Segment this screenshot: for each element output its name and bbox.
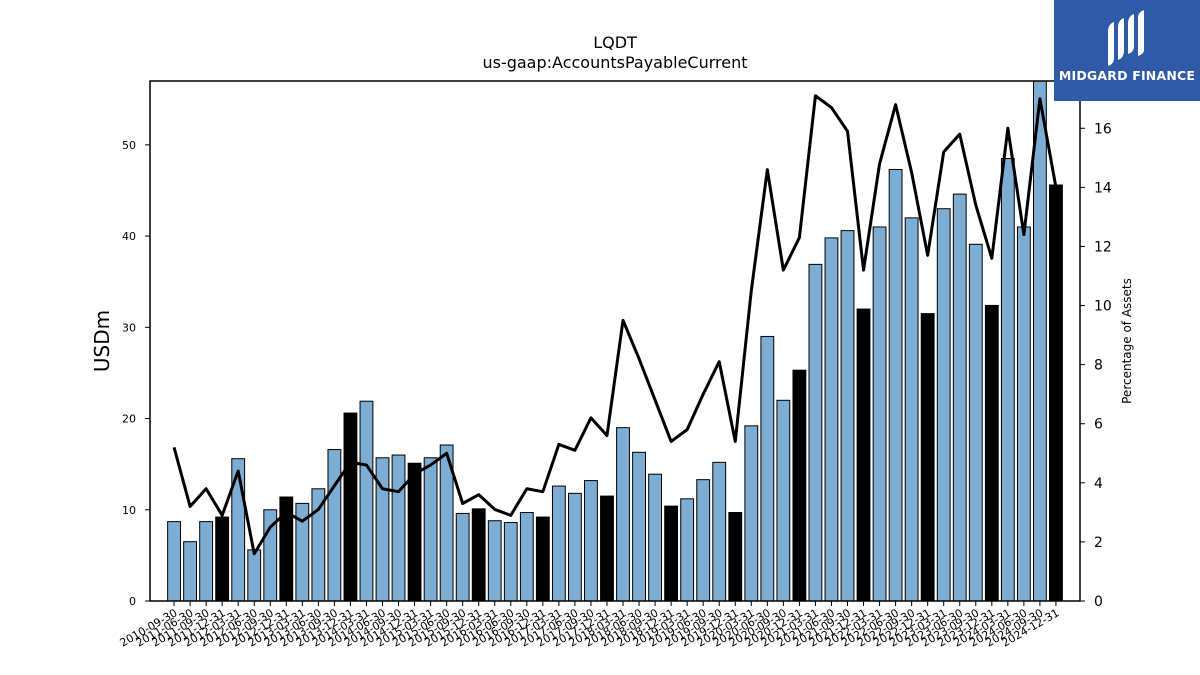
- y2-tick-label: 8: [1094, 358, 1103, 374]
- bar: [888, 168, 903, 602]
- bar: [568, 492, 582, 602]
- bar: [952, 193, 967, 602]
- bar: [519, 512, 534, 602]
- bar: [920, 313, 935, 602]
- bar: [1033, 80, 1047, 602]
- bar: [984, 304, 999, 602]
- y-tick-label: 20: [122, 413, 136, 426]
- bar: [648, 473, 662, 602]
- plot-frame: [149, 80, 1081, 602]
- bar: [872, 226, 887, 602]
- bar: [856, 308, 871, 602]
- bar: [311, 488, 326, 602]
- y2-tick-label: 12: [1094, 239, 1112, 255]
- bar: [359, 400, 374, 602]
- bar: [247, 549, 262, 602]
- bar: [680, 498, 695, 602]
- bar: [1000, 158, 1015, 602]
- chart-title: LQDT: [593, 33, 637, 52]
- bar: [1016, 226, 1031, 602]
- y-tick-label: 50: [122, 139, 136, 152]
- percentage-line: [172, 94, 1058, 556]
- bar: [840, 230, 855, 602]
- y-tick-label: 30: [122, 321, 136, 334]
- bar: [600, 495, 614, 602]
- bar: [808, 263, 823, 602]
- bar: [343, 412, 358, 602]
- bar: [183, 541, 197, 602]
- bar: [696, 479, 711, 602]
- bar: [936, 208, 951, 602]
- bar: [535, 516, 550, 602]
- bar: [632, 451, 646, 602]
- midgard-logo-icon: [1108, 10, 1144, 66]
- bar: [423, 457, 438, 602]
- bars-layer: [167, 80, 1063, 602]
- bar: [776, 399, 791, 602]
- bar: [327, 449, 342, 602]
- y2-tick-label: 16: [1094, 121, 1112, 137]
- y-tick-label: 40: [122, 230, 136, 243]
- y-tick-label: 10: [122, 504, 136, 517]
- bar: [551, 485, 566, 602]
- brand-logo-text: MIDGARD FINANCE: [1058, 68, 1196, 83]
- bar: [760, 335, 775, 602]
- bar: [968, 243, 983, 602]
- bar: [503, 522, 518, 602]
- y2-tick-label: 0: [1094, 594, 1103, 610]
- bar: [824, 237, 839, 602]
- y2-tick-label: 14: [1094, 180, 1112, 196]
- y2-tick-label: 6: [1094, 417, 1103, 433]
- bar: [407, 462, 422, 602]
- bar: [728, 512, 743, 602]
- bar: [904, 217, 919, 602]
- bar: [471, 508, 486, 602]
- bar: [616, 427, 630, 602]
- y2-tick-label: 10: [1094, 299, 1112, 315]
- bar: [744, 425, 759, 602]
- bar: [391, 454, 406, 602]
- chart-subtitle: us-gaap:AccountsPayableCurrent: [482, 53, 747, 72]
- bar: [792, 369, 807, 602]
- bar: [1049, 184, 1063, 602]
- brand-logo: MIDGARD FINANCE: [1054, 0, 1200, 101]
- bar: [664, 505, 679, 602]
- axes-layer: 0102030405002468101214162010-09-302011-0…: [118, 80, 1112, 650]
- y2-tick-label: 2: [1094, 535, 1103, 551]
- bar: [215, 516, 230, 602]
- bar: [584, 480, 598, 602]
- bar: [199, 521, 214, 602]
- bar: [455, 512, 470, 602]
- bar: [375, 457, 390, 602]
- y-tick-label: 0: [129, 595, 136, 608]
- line-layer: [172, 94, 1058, 556]
- bar: [167, 521, 181, 602]
- bar: [712, 461, 727, 602]
- y2-axis-label: Percentage of Assets: [1120, 278, 1134, 404]
- y-axis-label: USDm: [90, 310, 114, 372]
- bar: [487, 520, 502, 602]
- y2-tick-label: 4: [1094, 476, 1103, 492]
